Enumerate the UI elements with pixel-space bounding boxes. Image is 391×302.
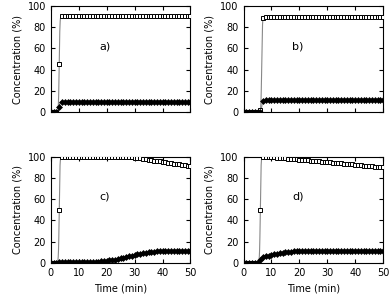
Y-axis label: Concentration (%): Concentration (%) (205, 14, 215, 104)
Text: b): b) (292, 41, 304, 51)
Text: d): d) (292, 192, 304, 202)
Y-axis label: Concentration (%): Concentration (%) (12, 165, 22, 254)
Text: c): c) (100, 192, 110, 202)
Text: a): a) (100, 41, 111, 51)
Y-axis label: Concentration (%): Concentration (%) (205, 165, 215, 254)
X-axis label: Time (min): Time (min) (287, 283, 340, 293)
Y-axis label: Concentration (%): Concentration (%) (12, 14, 22, 104)
X-axis label: Time (min): Time (min) (94, 283, 147, 293)
